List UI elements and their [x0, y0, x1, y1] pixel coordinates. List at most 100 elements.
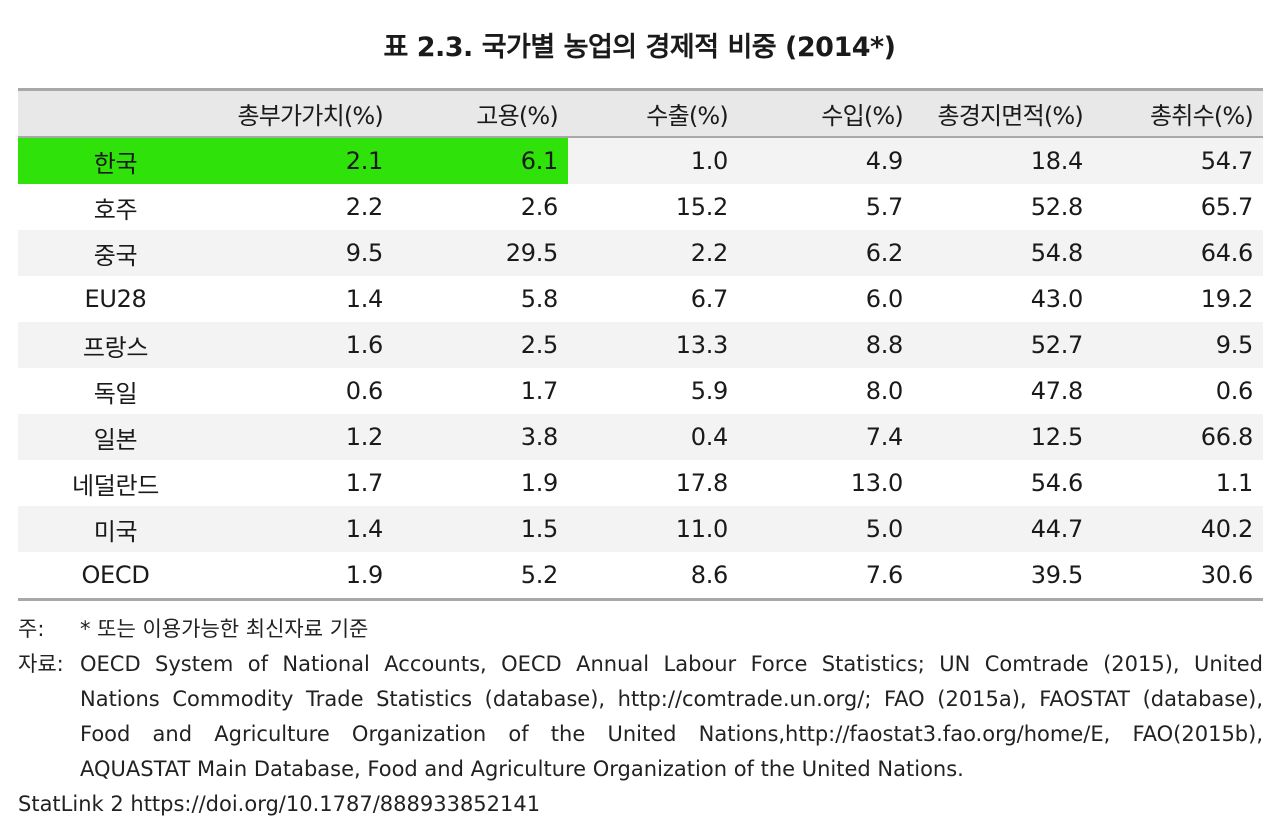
value-cell: 64.6: [1093, 230, 1263, 276]
table-title: 표 2.3. 국가별 농업의 경제적 비중 (2014*): [383, 32, 896, 63]
data-table: 총부가가치(%) 고용(%) 수출(%) 수입(%) 총경지면적(%) 총취수(…: [18, 88, 1263, 601]
value-cell: 47.8: [1030, 377, 1084, 405]
value-cell: 2.1: [213, 137, 393, 184]
note-line: 주: * 또는 이용가능한 최신자료 기준: [18, 612, 1263, 647]
value-cell: 66.8: [1093, 414, 1263, 460]
value-cell: 40.2: [1093, 506, 1263, 552]
value-cell: 1.6: [213, 322, 393, 368]
value-cell: 2.6: [520, 193, 559, 221]
country-cell: 호주: [93, 195, 138, 224]
header-exports: 수출(%): [568, 88, 738, 138]
value-cell: 6.1: [393, 137, 568, 184]
value-cell: 5.0: [738, 506, 913, 552]
table-row: OECD 1.9 5.2 8.6 7.6 39.5 30.6: [18, 552, 1263, 601]
value-cell: 1.1: [1215, 469, 1254, 497]
value-cell: 0.6: [345, 377, 384, 405]
value-cell: 29.5: [393, 230, 568, 276]
value-cell: 54.6: [1030, 469, 1084, 497]
value-cell: 1.5: [393, 506, 568, 552]
table-row: 중국 9.5 29.5 2.2 6.2 54.8 64.6: [18, 230, 1263, 276]
table-row: 네덜란드 1.7 1.9 17.8 13.0 54.6 1.1: [18, 460, 1263, 506]
value-cell: 7.6: [738, 552, 913, 601]
value-cell: 19.2: [1200, 285, 1254, 313]
value-cell: 13.3: [568, 322, 738, 368]
value-cell: 54.8: [913, 230, 1093, 276]
value-cell: 11.0: [568, 506, 738, 552]
value-cell: 7.4: [738, 414, 913, 460]
table-row: EU28 1.4 5.8 6.7 6.0 43.0 19.2: [18, 276, 1263, 322]
value-cell: 13.0: [850, 469, 904, 497]
country-cell: OECD: [18, 552, 213, 601]
table-header-row: 총부가가치(%) 고용(%) 수출(%) 수입(%) 총경지면적(%) 총취수(…: [18, 88, 1263, 138]
value-cell: 12.5: [913, 414, 1093, 460]
country-cell: 네덜란드: [71, 471, 160, 500]
source-text-line: Food and Agriculture Organization of the…: [80, 722, 1263, 746]
value-cell: 3.8: [393, 414, 568, 460]
value-cell: 5.9: [690, 377, 729, 405]
value-cell: 15.2: [675, 193, 729, 221]
value-cell: 2.2: [345, 193, 384, 221]
country-cell: 일본: [18, 414, 213, 460]
value-cell: 2.5: [393, 322, 568, 368]
table-notes: 주: * 또는 이용가능한 최신자료 기준 자료: OECD System of…: [18, 612, 1263, 822]
source-line: 자료: OECD System of National Accounts, OE…: [18, 647, 1263, 682]
value-cell: 1.9: [520, 469, 559, 497]
country-cell: 미국: [18, 506, 213, 552]
country-cell: 중국: [18, 230, 213, 276]
country-cell: EU28: [84, 285, 147, 313]
country-cell: 프랑스: [18, 322, 213, 368]
header-employment: 고용(%): [393, 88, 568, 138]
source-text-line: Nations Commodity Trade Statistics (data…: [80, 687, 1263, 711]
table-row: 일본 1.2 3.8 0.4 7.4 12.5 66.8: [18, 414, 1263, 460]
country-cell: 독일: [93, 379, 138, 408]
value-cell: 6.2: [738, 230, 913, 276]
header-water-withdrawal: 총취수(%): [1093, 88, 1263, 138]
value-cell: 8.6: [568, 552, 738, 601]
header-gva: 총부가가치(%): [213, 88, 393, 138]
value-cell: 8.8: [738, 322, 913, 368]
note-label: 주:: [18, 617, 45, 641]
value-cell: 39.5: [913, 552, 1093, 601]
source-label: 자료:: [18, 652, 64, 676]
table-row: 프랑스 1.6 2.5 13.3 8.8 52.7 9.5: [18, 322, 1263, 368]
table-row: 미국 1.4 1.5 11.0 5.0 44.7 40.2: [18, 506, 1263, 552]
value-cell: 1.9: [213, 552, 393, 601]
value-cell: 65.7: [1200, 193, 1254, 221]
value-cell: 4.9: [738, 137, 913, 184]
value-cell: 0.6: [1215, 377, 1254, 405]
value-cell: 54.7: [1093, 137, 1263, 184]
value-cell: 18.4: [913, 137, 1093, 184]
note-text: * 또는 이용가능한 최신자료 기준: [80, 617, 369, 641]
value-cell: 17.8: [675, 469, 729, 497]
value-cell: 0.4: [568, 414, 738, 460]
table-row: 한국 2.1 6.1 1.0 4.9 18.4 54.7: [18, 137, 1263, 184]
value-cell: 1.4: [345, 285, 384, 313]
header-land-area: 총경지면적(%): [913, 88, 1093, 138]
value-cell: 5.7: [865, 193, 904, 221]
value-cell: 5.8: [520, 285, 559, 313]
value-cell: 1.7: [520, 377, 559, 405]
value-cell: 9.5: [1093, 322, 1263, 368]
value-cell: 1.7: [345, 469, 384, 497]
value-cell: 6.7: [690, 285, 729, 313]
value-cell: 30.6: [1093, 552, 1263, 601]
header-imports: 수입(%): [738, 88, 913, 138]
source-text-line: OECD System of National Accounts, OECD A…: [80, 652, 1263, 676]
source-text-line: AQUASTAT Main Database, Food and Agricul…: [80, 757, 964, 781]
value-cell: 6.0: [865, 285, 904, 313]
value-cell: 52.7: [913, 322, 1093, 368]
table-row: 독일 0.6 1.7 5.9 8.0 47.8 0.6: [18, 368, 1263, 414]
value-cell: 43.0: [1030, 285, 1084, 313]
value-cell: 1.4: [213, 506, 393, 552]
data-table-container: 총부가가치(%) 고용(%) 수출(%) 수입(%) 총경지면적(%) 총취수(…: [18, 88, 1263, 601]
value-cell: 9.5: [213, 230, 393, 276]
country-cell: 한국: [18, 137, 213, 184]
value-cell: 8.0: [865, 377, 904, 405]
value-cell: 2.2: [568, 230, 738, 276]
value-cell: 1.2: [213, 414, 393, 460]
value-cell: 44.7: [913, 506, 1093, 552]
value-cell: 5.2: [393, 552, 568, 601]
header-empty: [18, 88, 213, 138]
table-row: 호주 2.2 2.6 15.2 5.7 52.8 65.7: [18, 184, 1263, 230]
statlink[interactable]: StatLink 2 https://doi.org/10.1787/88893…: [18, 792, 541, 816]
